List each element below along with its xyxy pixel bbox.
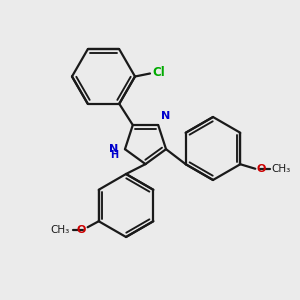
Text: Cl: Cl: [152, 66, 165, 80]
Text: H: H: [110, 150, 118, 160]
Text: O: O: [76, 225, 86, 235]
Text: N: N: [160, 110, 170, 121]
Text: CH₃: CH₃: [271, 164, 290, 174]
Text: O: O: [256, 164, 266, 174]
Text: N: N: [109, 144, 119, 154]
Text: CH₃: CH₃: [50, 225, 70, 235]
